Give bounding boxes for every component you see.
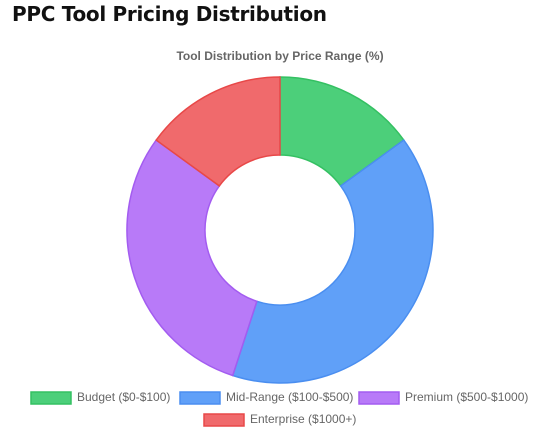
legend-label: Enterprise ($1000+) (250, 412, 356, 426)
slice (231, 139, 434, 384)
page-heading: PPC Tool Pricing Distribution (12, 2, 327, 26)
chart-title: Tool Distribution by Price Range (%) (176, 49, 383, 63)
slice (126, 139, 258, 377)
legend-swatch (179, 391, 221, 405)
legend-swatch (203, 413, 245, 427)
legend-label: Premium ($500-$1000) (405, 390, 528, 404)
slice (155, 76, 281, 187)
legend-label: Budget ($0-$100) (77, 390, 170, 404)
legend-swatch (30, 391, 72, 405)
legend-label: Mid-Range ($100-$500) (226, 390, 353, 404)
legend-swatch (358, 391, 400, 405)
